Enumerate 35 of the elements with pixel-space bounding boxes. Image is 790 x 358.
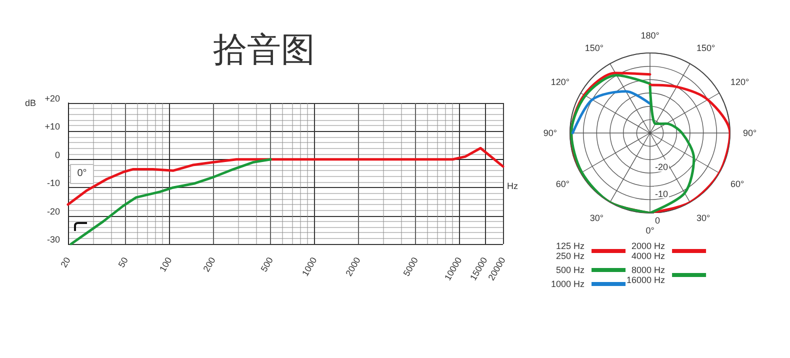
- spoke-label: 180°: [640, 30, 660, 40]
- legend-label: 125 Hz 250 Hz: [556, 241, 586, 261]
- x-tick-label: 200: [201, 256, 218, 274]
- x-tick-label: 50: [116, 256, 130, 270]
- spoke-label: 120°: [550, 77, 570, 87]
- y-tick-label: 0: [655, 216, 660, 226]
- x-tick-label: 20: [58, 256, 72, 270]
- spoke-label: 150°: [696, 42, 716, 53]
- y-axis-title: dB: [24, 98, 36, 108]
- x-tick-label: 500: [258, 256, 276, 274]
- spoke-label: 60°: [556, 179, 570, 189]
- spoke-label: 60°: [730, 179, 745, 189]
- y-tick-label: -20: [46, 206, 60, 216]
- chart-title: 拾音图: [213, 31, 315, 69]
- y-tick-label: 0: [54, 150, 60, 160]
- spoke-label: 120°: [730, 77, 750, 87]
- y-tick-label: +20: [44, 94, 60, 104]
- legend-label: 500 Hz: [556, 265, 586, 275]
- y-tick-label: +10: [44, 122, 60, 132]
- spoke-label: 30°: [696, 213, 711, 224]
- spoke-label: 90°: [543, 128, 558, 138]
- spoke-label: 150°: [584, 42, 604, 53]
- y-tick-label: -10: [46, 178, 60, 188]
- legend-label: 2000 Hz 4000 Hz: [632, 241, 666, 261]
- y-tick-label: -20: [655, 162, 668, 172]
- spoke-label: 0°: [646, 226, 655, 236]
- annotation: 0°: [70, 164, 94, 184]
- y-tick-label: -30: [46, 234, 60, 244]
- legend-label: 1000 Hz: [550, 279, 586, 289]
- spoke-label: 90°: [743, 128, 758, 138]
- spoke-label: 30°: [590, 213, 604, 224]
- y-tick-label: -10: [655, 188, 668, 199]
- legend-label: 8000 Hz 16000 Hz: [626, 265, 666, 285]
- x-axis-title: Hz: [507, 180, 518, 191]
- x-tick-label: 100: [158, 256, 174, 274]
